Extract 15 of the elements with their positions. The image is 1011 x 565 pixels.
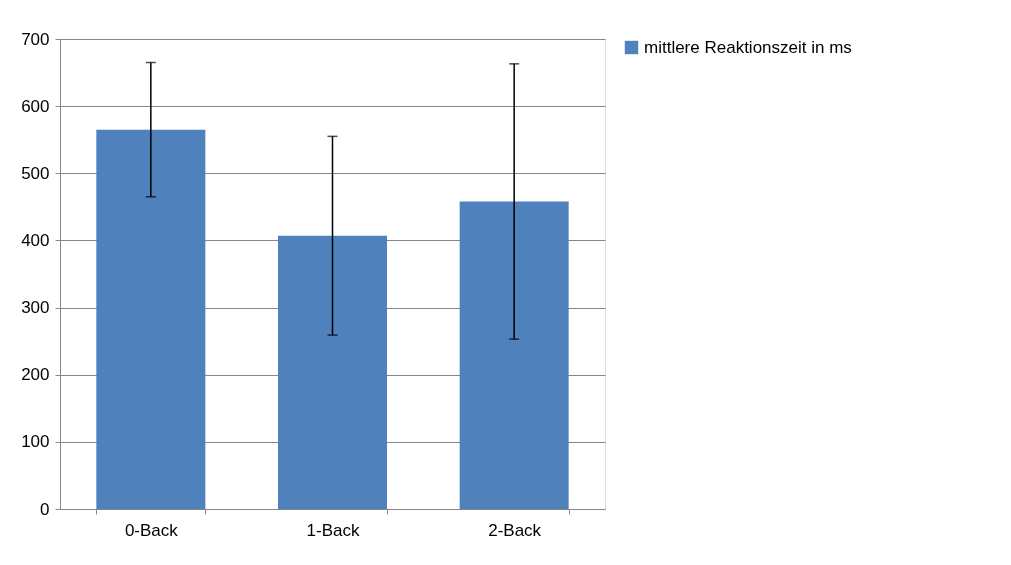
y-tick-label: 600	[21, 96, 50, 116]
bar	[278, 235, 387, 509]
y-tick-label: 700	[21, 29, 50, 49]
y-tick-label: 0	[40, 499, 50, 519]
y-tick-label: 100	[21, 432, 50, 452]
bar	[459, 201, 569, 509]
x-tick-label: 0-Back	[124, 520, 179, 540]
x-tick-label: 1-Back	[306, 520, 360, 540]
bar	[96, 129, 206, 509]
y-tick-label: 500	[21, 163, 50, 183]
legend-label: mittlere Reaktionszeit in ms	[644, 37, 852, 57]
y-tick-label: 300	[21, 298, 50, 318]
y-tick-label: 200	[21, 365, 50, 385]
y-tick-label: 400	[21, 230, 50, 250]
x-tick-label: 2-Back	[488, 520, 542, 540]
